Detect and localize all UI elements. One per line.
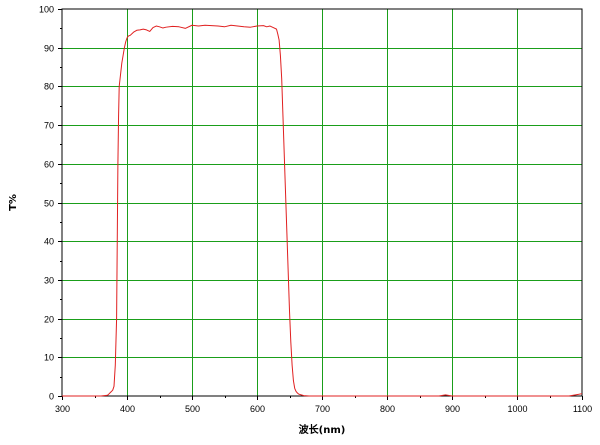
x-tick-label: 500	[185, 404, 200, 414]
series-layer	[62, 24, 583, 397]
x-tick-label: 1000	[507, 404, 527, 414]
y-tick-label: 70	[44, 121, 54, 131]
x-tick-label: 300	[55, 404, 70, 414]
grid	[62, 9, 582, 396]
y-tick-label: 100	[39, 5, 54, 15]
x-axis-title: 波长(nm)	[299, 423, 346, 436]
y-tick-label: 20	[44, 315, 54, 325]
y-tick-label: 40	[44, 237, 54, 247]
x-tick-label: 800	[380, 404, 395, 414]
y-axis-title: T%	[8, 194, 19, 211]
y-tick-label: 50	[44, 199, 54, 209]
x-tick-label: 700	[315, 404, 330, 414]
tick-labels: 300 400 500 600 700 800 900 1000 1100 0 10 20 30 40 50…	[39, 5, 592, 415]
y-tick-label: 30	[44, 276, 54, 286]
y-tick-label: 10	[44, 353, 54, 363]
y-tick-label: 90	[44, 44, 54, 54]
x-tick-label: 400	[120, 404, 135, 414]
x-tick-label: 900	[445, 404, 460, 414]
x-tick-label: 1100	[573, 404, 592, 414]
x-tick-label: 600	[250, 404, 265, 414]
transmission-series-line	[62, 24, 583, 397]
y-tick-label: 60	[44, 160, 54, 170]
y-tick-label: 0	[49, 392, 54, 402]
y-tick-label: 80	[44, 82, 54, 92]
